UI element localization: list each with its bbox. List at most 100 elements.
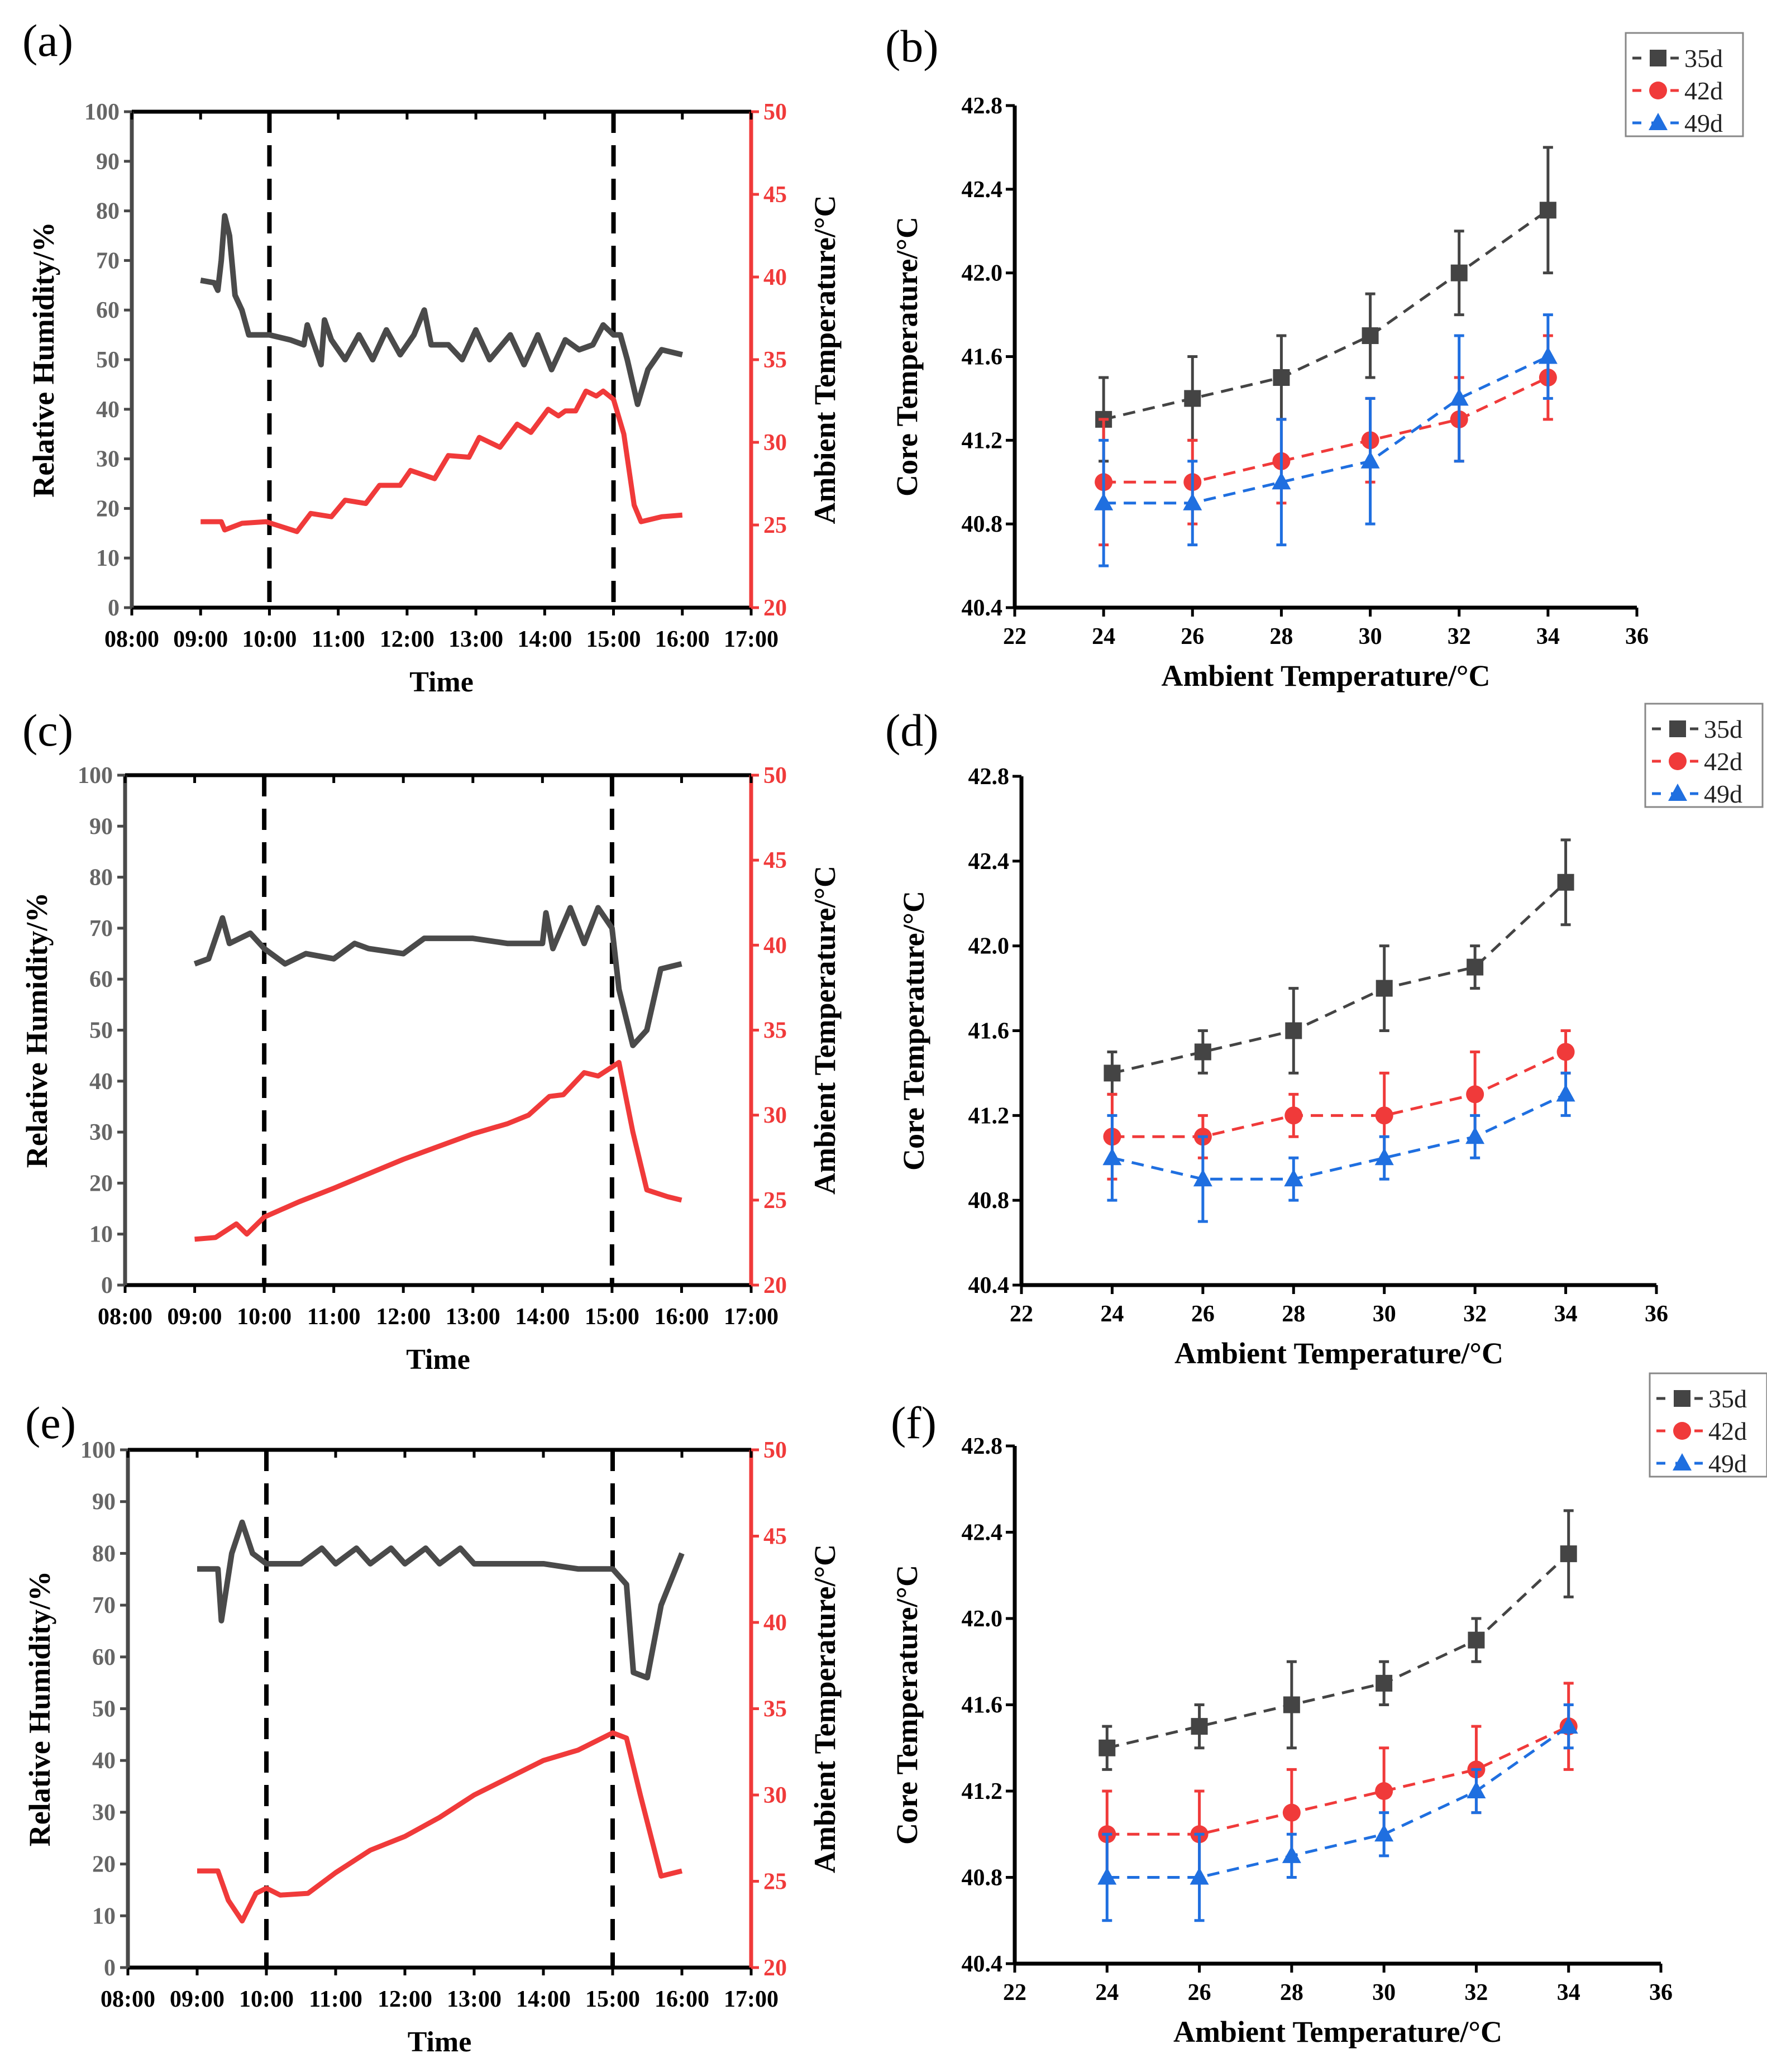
y-axis-title: Core Temperature/°C	[890, 1565, 924, 1845]
y2-tick-label: 50	[763, 1438, 787, 1463]
y-tick-label: 100	[78, 763, 113, 789]
x-tick-label: 32	[1464, 1980, 1488, 2006]
data-point	[1190, 1867, 1209, 1885]
y-tick-label: 50	[92, 1697, 116, 1722]
panel-label: (e)	[25, 1397, 76, 1448]
y2-axis-title: Ambient Temperature/°C	[808, 195, 842, 524]
data-point	[1465, 1126, 1485, 1144]
x-tick-label: 30	[1372, 1980, 1396, 2006]
data-point	[1466, 1085, 1484, 1104]
chart-panel-e: (e) 08:00 09:00 10:00 11:00 12:00 13:00 14:00 15…	[23, 1397, 842, 2058]
x-tick-label: 34	[1554, 1301, 1578, 1327]
x-tick-label: 08:00	[104, 627, 159, 652]
y-tick-label: 0	[108, 595, 120, 621]
legend-marker-icon	[1673, 1453, 1692, 1471]
panel-label: (f)	[891, 1397, 937, 1448]
x-tick-label: 10:00	[237, 1304, 292, 1330]
x-tick-label: 36	[1625, 624, 1649, 650]
temperature-series-line	[197, 1730, 683, 1924]
y-tick-label: 90	[89, 814, 113, 839]
series-49d	[1097, 1703, 1578, 1922]
data-point	[1467, 1781, 1486, 1798]
y-axis-title: Core Temperature/°C	[897, 891, 930, 1171]
series-42d	[1103, 1029, 1575, 1181]
y-tick-label: 40.4	[962, 1951, 1003, 1977]
x-tick-label: 30	[1359, 624, 1382, 650]
series-line	[1111, 881, 1567, 1075]
y-tick-label: 42.4	[968, 849, 1010, 875]
y-tick-label: 42.4	[962, 177, 1003, 203]
chart-panel-c: (c) 08:00 09:00 10:00 11:00 12:00 13:00 14:00 15…	[20, 705, 842, 1376]
y-tick-label: 40.8	[962, 1865, 1003, 1891]
x-axis-title: Time	[409, 666, 474, 698]
y-tick-label: 30	[92, 1800, 116, 1826]
data-point	[1282, 1845, 1301, 1863]
y-tick-label: 40.4	[962, 595, 1003, 621]
x-tick-label: 09:00	[170, 1987, 225, 2012]
chart-panel-d: (d) 22 24 26 28 30 32 34 36 40.4 40.8 41.2 41.6 42.0 4…	[885, 703, 1764, 1370]
y2-tick-label: 40	[763, 1610, 787, 1636]
y-tick-label: 80	[96, 199, 120, 225]
data-point	[1283, 1696, 1300, 1713]
x-tick-label: 22	[1010, 1301, 1033, 1327]
y2-tick-label: 45	[763, 1524, 787, 1550]
data-point	[1468, 1631, 1485, 1649]
y-tick-label: 40.4	[968, 1273, 1010, 1298]
x-tick-label: 24	[1092, 624, 1115, 650]
x-tick-label: 10:00	[239, 1987, 294, 2012]
y-tick-label: 41.2	[968, 1103, 1010, 1129]
y2-tick-label: 30	[763, 1783, 787, 1808]
y-tick-label: 41.2	[962, 1779, 1003, 1804]
x-tick-label: 09:00	[168, 1304, 222, 1330]
x-tick-label: 24	[1095, 1980, 1119, 2006]
panel-label: (b)	[885, 21, 939, 71]
legend-label: 42d	[1708, 1417, 1747, 1445]
x-tick-label: 11:00	[307, 1304, 361, 1330]
legend-box	[1625, 32, 1744, 137]
y-tick-label: 70	[89, 916, 113, 942]
y-tick-label: 41.6	[962, 345, 1003, 370]
x-tick-label: 17:00	[724, 1304, 779, 1330]
y2-tick-label: 20	[763, 1955, 787, 1981]
series-line	[1111, 1093, 1567, 1181]
y-axis-title: Relative Humidity/%	[20, 892, 54, 1168]
y-tick-label: 70	[96, 248, 120, 274]
x-tick-label: 16:00	[655, 627, 710, 652]
series-49d	[1094, 313, 1558, 567]
x-tick-label: 17:00	[724, 627, 779, 652]
y2-tick-label: 20	[763, 595, 787, 621]
y-tick-label: 100	[84, 99, 120, 125]
y-tick-label: 50	[89, 1018, 113, 1044]
y2-tick-label: 35	[763, 1697, 787, 1722]
legend-label: 35d	[1684, 44, 1723, 73]
y-tick-label: 42.8	[962, 93, 1003, 119]
y-tick-label: 10	[96, 546, 120, 571]
x-tick-label: 08:00	[98, 1304, 152, 1330]
data-point	[1284, 1169, 1303, 1187]
series-line	[1112, 1051, 1567, 1138]
y-tick-label: 60	[96, 298, 120, 323]
x-tick-label: 15:00	[585, 1304, 639, 1330]
y2-axis-title: Ambient Temperature/°C	[808, 1544, 842, 1873]
series-35d	[1104, 838, 1574, 1096]
legend-marker-icon	[1673, 1422, 1691, 1440]
y2-tick-label: 35	[763, 347, 787, 373]
data-point	[1559, 1716, 1578, 1734]
x-tick-label: 11:00	[309, 1987, 362, 2012]
y2-tick-label: 35	[763, 1018, 787, 1044]
data-point	[1560, 1545, 1577, 1563]
y-tick-label: 40	[96, 397, 120, 423]
data-point	[1449, 388, 1469, 406]
x-tick-label: 24	[1100, 1301, 1124, 1327]
humidity-series-line	[200, 213, 683, 407]
series-42d	[1098, 1682, 1578, 1879]
y2-tick-label: 50	[763, 99, 787, 125]
panel-label: (c)	[22, 705, 73, 756]
legend-label: 42d	[1704, 747, 1742, 776]
series-line	[1106, 1553, 1570, 1750]
y2-tick-label: 30	[763, 1103, 787, 1129]
y-tick-label: 50	[96, 347, 120, 373]
y-tick-label: 40.8	[962, 512, 1003, 537]
x-tick-label: 26	[1181, 624, 1204, 650]
data-point	[1183, 493, 1202, 510]
